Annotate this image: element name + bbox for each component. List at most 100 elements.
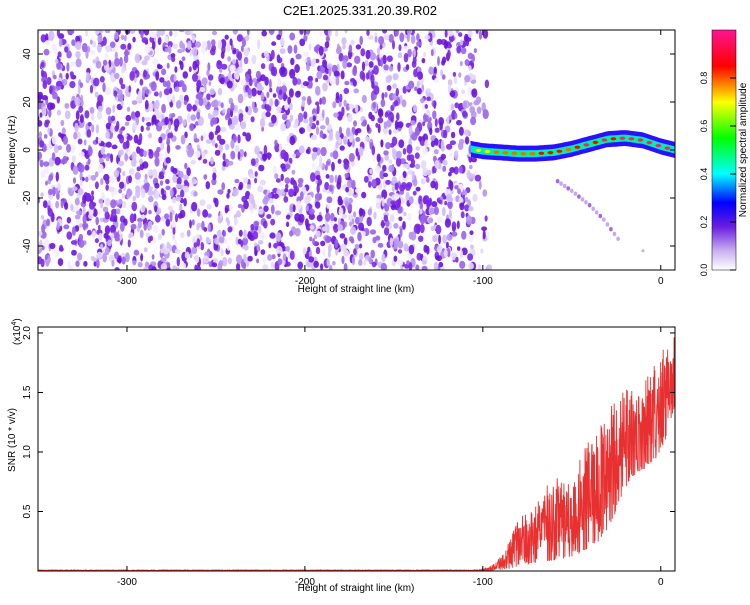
noise-blob (171, 221, 176, 228)
noise-blob (319, 31, 323, 37)
noise-blob (137, 90, 142, 101)
noise-blob (100, 202, 103, 209)
x-tick-label: -100 (473, 577, 493, 588)
noise-blob (315, 201, 321, 209)
noise-blob (368, 61, 374, 68)
noise-blob (408, 244, 415, 255)
noise-blob (246, 184, 252, 190)
noise-blob (279, 67, 285, 76)
noise-blob (388, 129, 392, 135)
y-tick-label: 1.0 (22, 445, 33, 459)
noise-blob (195, 93, 200, 100)
noise-blob (389, 214, 395, 223)
noise-blob (256, 153, 262, 159)
noise-blob (474, 174, 482, 182)
noise-blob (306, 185, 309, 192)
noise-blob (408, 80, 415, 90)
noise-blob (89, 84, 94, 94)
noise-blob (131, 158, 137, 167)
noise-blob (45, 180, 48, 186)
noise-blob (84, 110, 90, 119)
noise-blob (104, 52, 109, 60)
noise-blob (373, 85, 380, 95)
branch-blob (577, 194, 581, 199)
noise-blob (309, 225, 315, 230)
noise-blob (455, 256, 459, 263)
noise-blob (324, 41, 330, 49)
branch-blob (602, 217, 606, 222)
noise-blob (308, 208, 315, 215)
noise-blob (43, 134, 48, 139)
noise-blob (457, 246, 461, 251)
noise-blob (219, 77, 225, 85)
noise-blob (111, 144, 118, 150)
noise-blob (333, 112, 339, 118)
noise-blob (212, 109, 219, 117)
noise-blob (325, 174, 330, 179)
noise-blob (399, 32, 405, 43)
noise-blob (361, 191, 367, 199)
x-tick-label: -300 (117, 276, 137, 287)
noise-blob (426, 96, 431, 102)
noise-blob (178, 30, 185, 33)
noise-blob (369, 52, 377, 61)
noise-blob (270, 66, 276, 76)
noise-blob (216, 60, 223, 70)
noise-blob (216, 229, 222, 238)
noise-blob (321, 96, 327, 105)
noise-blob (465, 215, 473, 225)
noise-blob (173, 118, 180, 129)
noise-blob (461, 230, 467, 240)
noise-blob (432, 31, 436, 38)
noise-blob (302, 51, 310, 57)
noise-blob (326, 258, 331, 267)
noise-blob (315, 77, 319, 83)
noise-blob (309, 236, 313, 242)
noise-blob (211, 262, 218, 268)
noise-blob (335, 92, 340, 100)
branch-blob (570, 188, 574, 193)
noise-blob (174, 125, 178, 132)
noise-blob (130, 223, 137, 230)
noise-blob (191, 219, 195, 226)
noise-blob (447, 200, 453, 210)
noise-blob (290, 177, 295, 184)
noise-blob (157, 121, 165, 127)
noise-blob (74, 96, 81, 107)
noise-blob (291, 169, 296, 175)
noise-blob (453, 75, 458, 85)
noise-blob (382, 30, 388, 34)
noise-blob (338, 101, 342, 108)
noise-blob (71, 186, 78, 192)
noise-blob (121, 126, 126, 131)
noise-blob (189, 30, 193, 37)
noise-blob (330, 212, 335, 222)
noise-blob (381, 253, 386, 263)
noise-blob (189, 219, 192, 229)
noise-blob (220, 51, 225, 59)
noise-blob (385, 179, 391, 185)
noise-blob (40, 61, 45, 68)
noise-blob (230, 139, 235, 149)
noise-blob (321, 109, 325, 118)
noise-blob (174, 213, 179, 223)
noise-blob (386, 55, 393, 62)
noise-blob (401, 99, 407, 108)
noise-blob (245, 106, 249, 113)
noise-blob (152, 224, 159, 234)
branch-blob (562, 183, 567, 189)
noise-blob (214, 237, 220, 245)
noise-blob (269, 78, 272, 89)
signal-peak (511, 151, 518, 155)
noise-blob (154, 99, 160, 110)
noise-blob (144, 44, 151, 54)
noise-blob (94, 181, 99, 190)
noise-blob (245, 132, 252, 142)
noise-blob (344, 30, 348, 34)
noise-blob (114, 32, 119, 40)
noise-blob (56, 222, 60, 231)
noise-blob (293, 44, 298, 54)
noise-blob (289, 230, 294, 237)
noise-blob (139, 78, 144, 86)
noise-blob (276, 245, 283, 254)
